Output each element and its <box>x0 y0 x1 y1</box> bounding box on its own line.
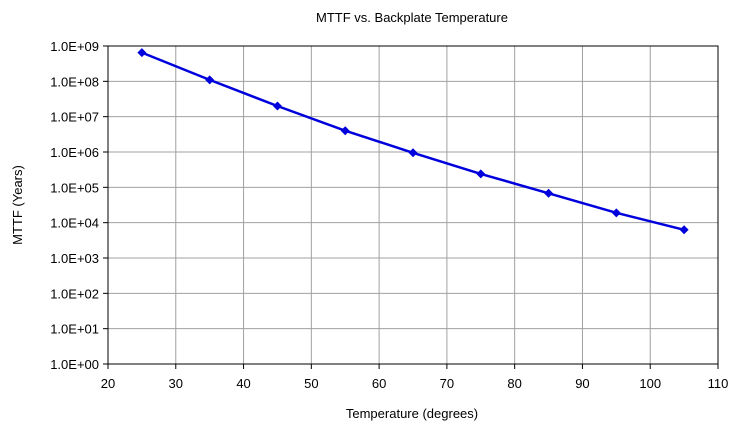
y-tick-label-3: 1.0E+03 <box>50 251 99 266</box>
data-point-4 <box>408 148 418 158</box>
data-point-8 <box>679 225 689 235</box>
y-tick-label-4: 1.0E+04 <box>50 216 99 231</box>
data-point-1 <box>205 75 215 85</box>
data-point-0 <box>137 48 147 58</box>
y-tick-label-5: 1.0E+05 <box>50 180 99 195</box>
x-axis-ticks: 20 30 40 50 60 70 80 90 100 110 <box>101 364 729 391</box>
y-tick-label-6: 1.0E+06 <box>50 145 99 160</box>
x-tick-label-0: 20 <box>101 376 115 391</box>
x-tick-label-7: 90 <box>575 376 589 391</box>
x-tick-label-3: 50 <box>304 376 318 391</box>
data-point-5 <box>476 169 486 179</box>
plot-area-frame <box>107 45 719 365</box>
y-axis-ticks: 1.0E+00 1.0E+01 1.0E+02 1.0E+03 1.0E+04 1.0E+… <box>50 39 108 372</box>
x-tick-label-1: 30 <box>169 376 183 391</box>
y-tick-label-7: 1.0E+07 <box>50 110 99 125</box>
x-axis-label: Temperature (degrees) <box>346 406 478 421</box>
data-point-6 <box>544 188 554 198</box>
data-point-7 <box>611 208 621 218</box>
y-tick-label-2: 1.0E+02 <box>50 286 99 301</box>
x-tick-label-9: 110 <box>708 376 729 391</box>
data-point-3 <box>340 126 350 136</box>
x-tick-label-2: 40 <box>236 376 250 391</box>
y-axis-label: MTTF (Years) <box>10 165 25 245</box>
y-tick-label-8: 1.0E+08 <box>50 74 99 89</box>
y-tick-label-9: 1.0E+09 <box>50 39 99 54</box>
grid-lines <box>107 45 719 365</box>
series-line-0 <box>141 51 685 232</box>
y-tick-label-0: 1.0E+00 <box>50 357 99 372</box>
y-tick-label-1: 1.0E+01 <box>50 322 99 337</box>
data-point-2 <box>272 101 282 111</box>
x-tick-label-5: 70 <box>440 376 454 391</box>
x-tick-label-6: 80 <box>507 376 521 391</box>
series-layer <box>137 48 689 235</box>
chart-title: MTTF vs. Backplate Temperature <box>316 10 508 25</box>
x-tick-label-8: 100 <box>639 376 661 391</box>
x-tick-label-4: 60 <box>372 376 386 391</box>
